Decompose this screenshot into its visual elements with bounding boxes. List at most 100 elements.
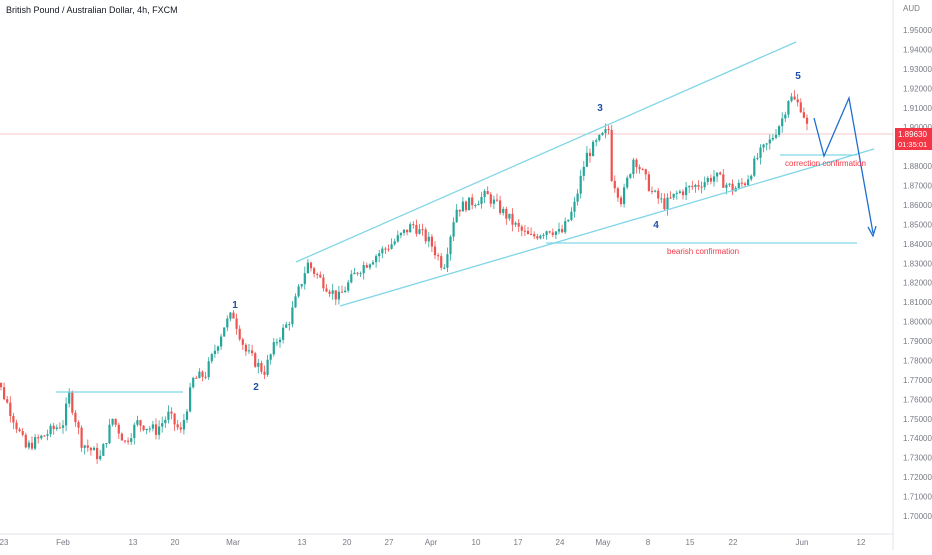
candle-body [638, 167, 641, 170]
candle-body [660, 198, 663, 200]
candle-body [195, 377, 198, 379]
candle-body [616, 188, 619, 198]
candle-body [697, 184, 700, 187]
candle-body [635, 159, 638, 168]
candle-body [483, 191, 486, 197]
candle-body [455, 209, 458, 223]
candle-body [337, 291, 340, 300]
candle-body [176, 424, 179, 428]
candle-body [650, 190, 654, 192]
candle-body [375, 256, 378, 263]
candle-body [34, 437, 37, 449]
candle-body [629, 174, 632, 178]
candle-body [52, 425, 55, 430]
candle-body [37, 437, 40, 439]
candle-body [647, 174, 650, 191]
candle-body [92, 447, 96, 451]
candle-body [347, 282, 350, 291]
y-tick-label: 1.92000 [903, 84, 932, 93]
candle-body [105, 443, 108, 445]
candle-body [759, 147, 762, 158]
candle-body [192, 377, 195, 388]
price-axis[interactable]: 1.95000 1.94000 1.93000 1.92000 1.91000 1.900… [903, 26, 932, 521]
candle-body [387, 248, 390, 250]
time-axis[interactable]: 23 Feb 13 20 Mar 13 20 27 Apr 10 17 24 May 8 15 22 Jun 12 [0, 538, 866, 547]
candle-body [291, 307, 294, 325]
candle-body [77, 422, 80, 428]
candle-body [672, 193, 675, 198]
candle-body [362, 265, 365, 274]
candle-body [681, 191, 685, 196]
candle-body [275, 342, 278, 344]
candle-body [111, 418, 114, 425]
candle-body [182, 419, 185, 430]
candle-body [30, 442, 34, 449]
candle-body [802, 112, 805, 118]
candle-body [204, 376, 207, 378]
candle-body [461, 201, 464, 212]
candle-body [452, 222, 455, 237]
candle-body [675, 192, 678, 194]
y-tick-label: 1.72000 [903, 473, 932, 482]
candle-body [502, 208, 505, 213]
candle-body [220, 336, 223, 347]
candle-body [740, 182, 743, 184]
channel-lower-line[interactable] [339, 148, 875, 307]
y-tick-label: 1.73000 [903, 454, 932, 463]
candle-body [133, 424, 136, 439]
candle-body [623, 187, 626, 205]
candle-body [164, 419, 167, 424]
candle-body [313, 268, 316, 274]
candle-body [424, 229, 427, 242]
candle-body [80, 427, 83, 448]
candle-body [241, 339, 244, 345]
candle-body [402, 229, 406, 233]
candle-body [331, 290, 334, 294]
candle-body [691, 186, 694, 188]
y-tick-label: 1.91000 [903, 104, 932, 113]
candle-body [678, 191, 681, 193]
candle-body [440, 256, 443, 268]
wave-label-3: 3 [597, 103, 603, 114]
candle-body [561, 229, 564, 233]
candle-body [136, 420, 139, 425]
candle-body [523, 230, 526, 232]
candle-body [278, 339, 282, 343]
candle-body [688, 186, 691, 188]
x-tick-label: Jun [796, 538, 809, 547]
candle-body [154, 424, 158, 435]
candle-body [551, 232, 554, 235]
candle-body [409, 224, 412, 233]
symbol-title: British Pound / Australian Dollar, 4h, F… [6, 5, 178, 15]
y-tick-label: 1.84000 [903, 240, 932, 249]
candle-body [167, 411, 170, 420]
price-tag-value: 1.89630 [898, 130, 927, 139]
candle-body [328, 291, 331, 294]
candle-body [393, 241, 396, 245]
candle-body [120, 433, 123, 441]
candle-body [58, 427, 61, 429]
candle-body [585, 152, 588, 167]
candle-body [223, 327, 226, 337]
candle-body [719, 172, 722, 175]
candle-body [793, 96, 796, 100]
x-tick-label: 20 [343, 538, 352, 547]
candle-body [198, 371, 201, 379]
candle-body [142, 425, 145, 431]
projection-path[interactable] [813, 95, 874, 234]
candle-body [554, 231, 557, 235]
candle-body [207, 361, 210, 378]
candle-body [309, 262, 313, 269]
candle-body [139, 420, 142, 426]
candle-body [709, 177, 712, 182]
candle-body [799, 102, 802, 113]
candle-body [99, 455, 102, 460]
candle-body [737, 182, 740, 188]
channel-upper-line[interactable] [295, 41, 797, 263]
candle-body [539, 235, 542, 239]
candle-body [464, 201, 468, 211]
trend-lines[interactable] [56, 41, 877, 393]
candle-body [325, 288, 328, 292]
